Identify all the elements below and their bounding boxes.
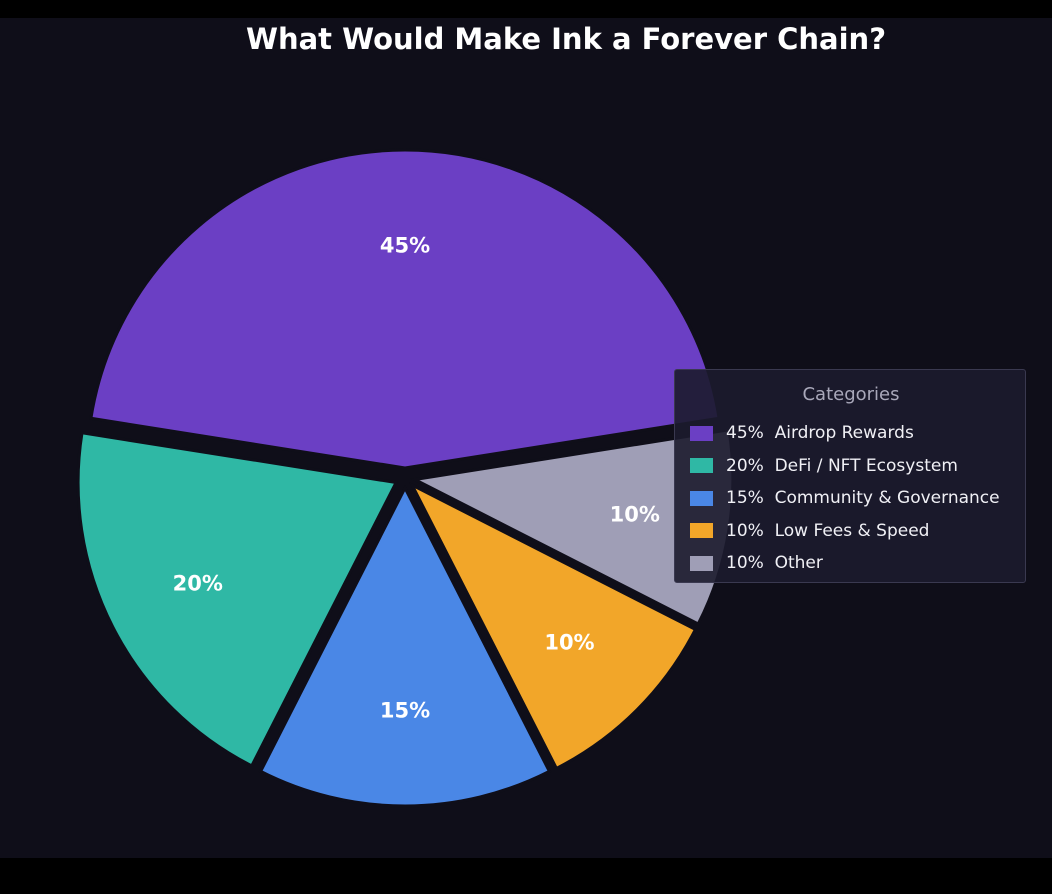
pie-slice-labels: 45% 20% 15% 10% 10% — [173, 233, 660, 722]
legend-item: 20% DeFi / NFT Ecosystem — [690, 450, 1000, 483]
pie-slice-low-fees-speed — [408, 481, 698, 771]
legend-label: 15% Community & Governance — [726, 488, 1000, 509]
pie-slice-defi-nft-ecosystem — [76, 431, 399, 768]
legend-swatch — [690, 458, 713, 474]
slice-label-airdrop-rewards: 45% — [380, 233, 430, 257]
legend-item: 45% Airdrop Rewards — [690, 417, 1000, 450]
pie-slices — [76, 148, 735, 808]
legend-label: 45% Airdrop Rewards — [726, 423, 914, 444]
chart-area: What Would Make Ink a Forever Chain? 45%… — [0, 18, 1052, 858]
legend-swatch — [690, 490, 713, 506]
legend-item: 10% Other — [690, 547, 1000, 580]
legend: Categories 45% Airdrop Rewards 20% DeFi /… — [674, 369, 1026, 583]
legend-swatch — [690, 425, 713, 441]
legend-swatch — [690, 523, 713, 539]
legend-label: 10% Other — [726, 553, 823, 574]
legend-label: 10% Low Fees & Speed — [726, 520, 930, 541]
legend-label: 20% DeFi / NFT Ecosystem — [726, 455, 958, 476]
chart-title: What Would Make Ink a Forever Chain? — [245, 22, 887, 56]
pie-chart: 45% 20% 15% 10% 10% — [76, 148, 735, 808]
legend-item: 15% Community & Governance — [690, 482, 1000, 515]
legend-swatch — [690, 555, 713, 571]
slice-label-community-governance: 15% — [380, 699, 430, 723]
pie-slice-airdrop-rewards — [89, 148, 721, 470]
legend-title: Categories — [802, 384, 900, 405]
slice-label-other: 10% — [610, 502, 660, 526]
slice-label-low-fees-speed: 10% — [544, 630, 594, 654]
slice-label-defi-nft-ecosystem: 20% — [173, 572, 223, 596]
legend-list: 45% Airdrop Rewards 20% DeFi / NFT Ecosys… — [690, 417, 1000, 580]
pie-slice-community-governance — [258, 484, 552, 808]
legend-item: 10% Low Fees & Speed — [690, 515, 1000, 548]
